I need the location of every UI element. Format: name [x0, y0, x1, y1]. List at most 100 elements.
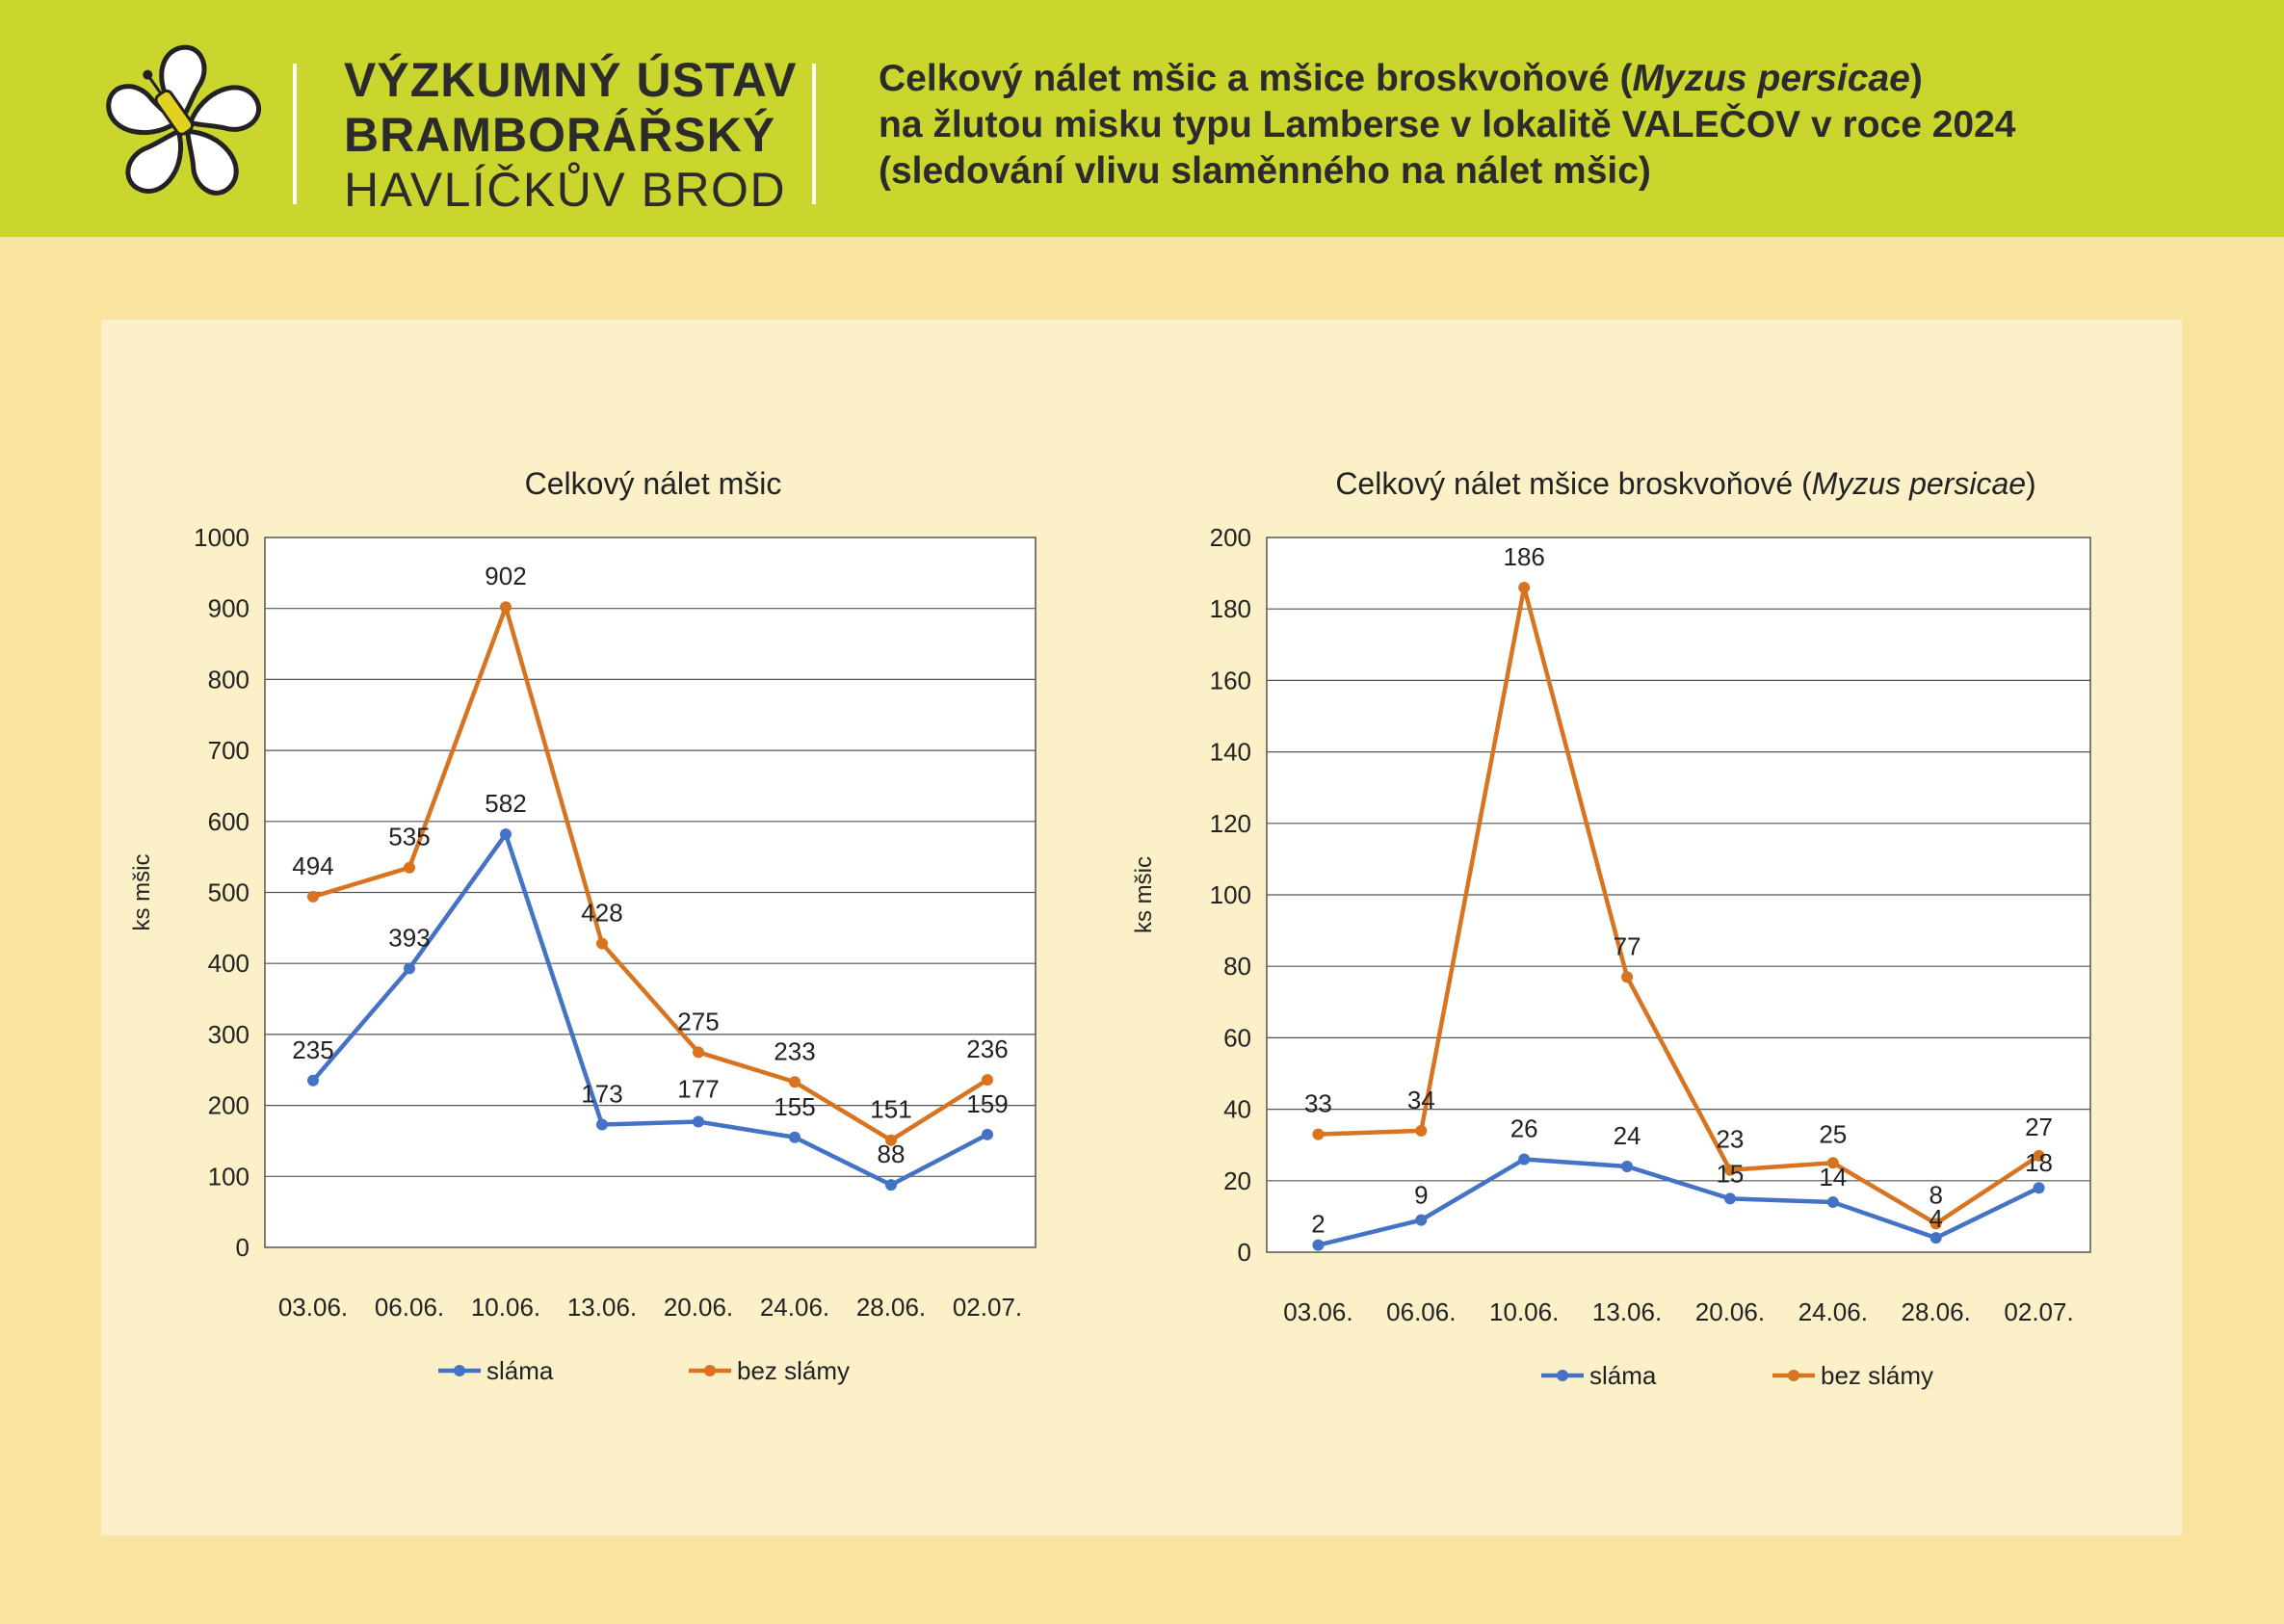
data-label: 494 [292, 851, 333, 880]
y-axis-label: ks mšic [1131, 856, 1157, 933]
y-tick-label: 120 [1210, 809, 1251, 838]
x-tick-label: 03.06. [1283, 1297, 1352, 1326]
data-label: 9 [1414, 1181, 1428, 1210]
legend-label: bez slámy [737, 1356, 850, 1385]
data-point [885, 1134, 897, 1146]
y-tick-label: 1000 [194, 523, 249, 552]
data-label: 27 [2025, 1113, 2053, 1141]
chart-title-end: ) [2026, 466, 2036, 501]
data-point [404, 861, 415, 874]
data-point [500, 601, 512, 614]
data-label: 582 [485, 789, 526, 818]
header-divider-2 [812, 64, 816, 204]
y-tick-label: 500 [208, 878, 249, 907]
x-tick-label: 13.06. [567, 1293, 637, 1322]
data-label: 2 [1311, 1210, 1325, 1239]
legend-swatch-marker [704, 1365, 716, 1376]
data-label: 393 [388, 923, 430, 952]
data-label: 236 [966, 1035, 1008, 1063]
x-tick-label: 28.06. [856, 1293, 926, 1322]
data-point [500, 828, 512, 841]
data-point [885, 1179, 897, 1192]
x-tick-label: 10.06. [1489, 1297, 1559, 1326]
x-tick-label: 24.06. [760, 1293, 829, 1322]
title-line-1-end: ) [1909, 58, 1923, 99]
data-point [982, 1074, 993, 1087]
y-tick-label: 180 [1210, 594, 1251, 623]
x-tick-label: 02.07. [953, 1293, 1022, 1322]
legend-label: sláma [1589, 1361, 1657, 1390]
series-line-bez-slamy [1318, 585, 2040, 1226]
y-tick-label: 0 [236, 1233, 249, 1262]
data-label: 233 [774, 1036, 815, 1065]
series-line-slama [311, 831, 989, 1188]
header-banner: VÝZKUMNÝ ÚSTAV BRAMBORÁŘSKÝ HAVLÍČKŮV BR… [0, 0, 2284, 237]
title-line-1-italic: Myzus persicae [1632, 58, 1910, 99]
chart-myzus-persicae: Celkový nálet mšice broskvoňové (Myzus p… [1131, 466, 2091, 1390]
chart-title-text: Celkový nálet mšic [525, 466, 782, 501]
series-line-slama [1317, 1157, 2040, 1247]
data-point [404, 962, 415, 975]
data-label: 18 [2025, 1148, 2053, 1177]
data-point [1930, 1232, 1942, 1244]
data-point [789, 1076, 801, 1088]
institute-line-2: BRAMBORÁŘSKÝ [344, 108, 776, 162]
data-label: 25 [1819, 1119, 1847, 1148]
header-title-line-3: (sledování vlivu slaměnného na nálet mši… [879, 150, 1651, 192]
data-label: 8 [1929, 1180, 1942, 1209]
header-title-line-2: na žlutou misku typu Lamberse v lokalitě… [879, 104, 2016, 145]
data-label: 428 [581, 899, 622, 928]
data-point [1826, 1157, 1839, 1169]
data-point [1415, 1124, 1428, 1137]
data-point [1312, 1128, 1325, 1140]
y-tick-label: 600 [208, 807, 249, 836]
y-tick-label: 160 [1210, 666, 1251, 694]
x-tick-label: 06.06. [1386, 1297, 1456, 1326]
chart-title-italic: Myzus persicae [1812, 466, 2026, 501]
data-point [1930, 1218, 1942, 1230]
y-tick-label: 200 [1210, 523, 1251, 552]
y-tick-label: 80 [1223, 952, 1251, 981]
data-label: 155 [774, 1092, 815, 1121]
data-label: 88 [878, 1139, 906, 1168]
y-axis-label: ks mšic [129, 854, 155, 931]
series-line-bez-slamy [312, 604, 989, 1142]
x-tick-label: 13.06. [1592, 1297, 1662, 1326]
data-point [1723, 1192, 1736, 1205]
data-label: 77 [1614, 931, 1641, 960]
legend-swatch-marker [1788, 1370, 1799, 1381]
y-tick-label: 140 [1210, 738, 1251, 767]
data-label: 902 [485, 562, 526, 590]
header-title-line-1: Celkový nálet mšic a mšice broskvoňové (… [879, 56, 2016, 102]
data-point [1518, 1153, 1531, 1166]
y-tick-label: 0 [1238, 1238, 1251, 1267]
data-point [1312, 1239, 1325, 1251]
data-label: 33 [1304, 1089, 1332, 1118]
data-label: 23 [1716, 1125, 1744, 1154]
y-tick-label: 100 [1210, 880, 1251, 909]
data-point [1826, 1196, 1839, 1209]
data-point [596, 1118, 608, 1131]
data-label: 159 [966, 1089, 1008, 1118]
x-tick-label: 20.06. [1695, 1297, 1765, 1326]
institute-line-1: VÝZKUMNÝ ÚSTAV [344, 53, 798, 107]
data-point [307, 1074, 319, 1087]
x-tick-label: 06.06. [375, 1293, 444, 1322]
data-label: 151 [870, 1095, 911, 1124]
data-point [2033, 1182, 2045, 1194]
data-label: 177 [677, 1075, 719, 1104]
institute-name: VÝZKUMNÝ ÚSTAV BRAMBORÁŘSKÝ HAVLÍČKŮV BR… [344, 56, 798, 214]
y-tick-label: 700 [208, 736, 249, 765]
title-line-1-text: Celkový nálet mšic a mšice broskvoňové ( [879, 58, 1633, 99]
header-divider-1 [293, 64, 297, 204]
legend-swatch-marker [454, 1365, 465, 1376]
header-title: Celkový nálet mšic a mšice broskvoňové (… [879, 56, 2016, 195]
data-label: 15 [1716, 1159, 1744, 1188]
y-tick-label: 20 [1223, 1166, 1251, 1195]
data-point [1621, 971, 1634, 983]
y-tick-label: 900 [208, 594, 249, 623]
x-tick-label: 28.06. [1902, 1297, 1971, 1326]
legend-label: bez slámy [1821, 1361, 1933, 1390]
institute-line-3: HAVLÍČKŮV BROD [344, 163, 787, 217]
x-tick-label: 03.06. [278, 1293, 348, 1322]
